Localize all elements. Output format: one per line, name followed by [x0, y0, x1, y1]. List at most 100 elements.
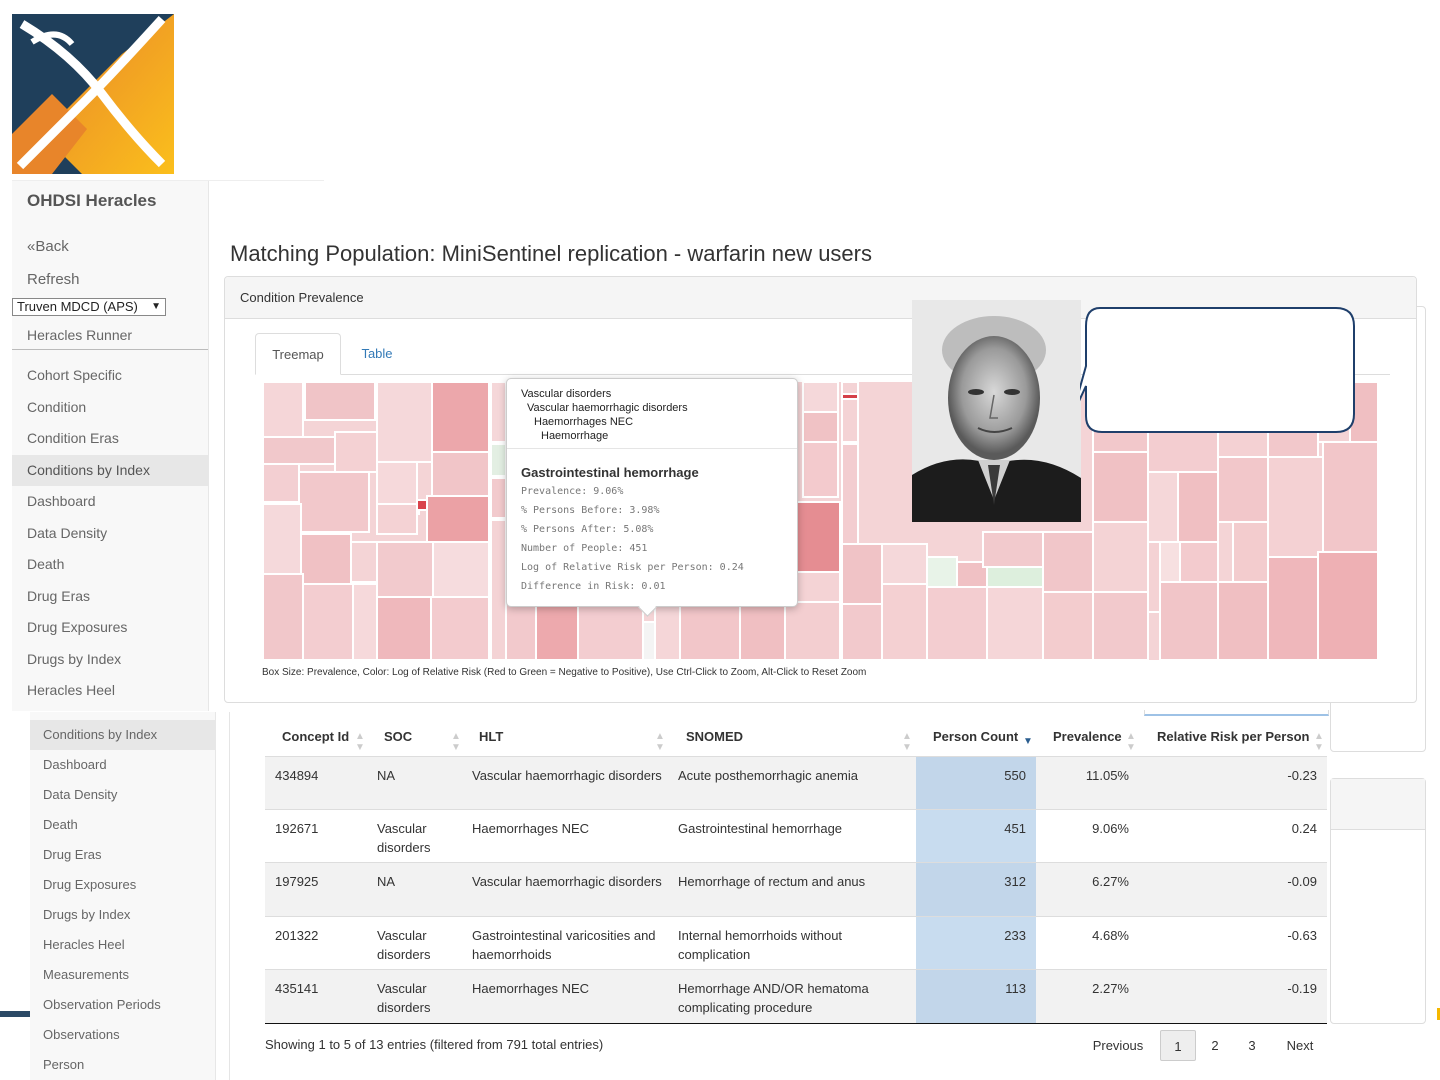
- cell-prevalence: 11.05%: [1085, 768, 1129, 783]
- pagination-previous[interactable]: Previous: [1092, 1038, 1144, 1053]
- tooltip-stat-diff-risk: Difference in Risk: 0.01: [521, 581, 666, 592]
- table-row[interactable]: 201322 Vascular disorders Gastrointestin…: [265, 916, 1327, 970]
- search-input[interactable]: [1144, 710, 1329, 716]
- tab-treemap[interactable]: Treemap: [255, 333, 341, 375]
- table-info: Showing 1 to 5 of 13 entries (filtered f…: [265, 1037, 604, 1052]
- sidebar-item-dashboard[interactable]: Dashboard: [27, 493, 96, 509]
- col-header-prevalence[interactable]: Prevalence: [1053, 729, 1122, 744]
- cell-snomed: Hemorrhage AND/OR hematoma complicating …: [678, 981, 869, 1015]
- tab-table[interactable]: Table: [361, 346, 393, 361]
- tooltip-separator: [507, 448, 797, 449]
- content-divider: [229, 712, 230, 1080]
- cell-snomed: Internal hemorrhoids without complicatio…: [678, 928, 843, 962]
- sidebar2-item-observations[interactable]: Observations: [43, 1027, 120, 1042]
- sidebar-item-drug-eras[interactable]: Drug Eras: [27, 588, 91, 604]
- sort-icon[interactable]: ▲ ▼: [451, 731, 461, 753]
- sidebar-item-condition-eras[interactable]: Condition Eras: [27, 430, 119, 446]
- cell-relative-risk: -0.09: [1287, 874, 1317, 889]
- sidebar-item-drugs-by-index[interactable]: Drugs by Index: [27, 651, 122, 667]
- sidebar2-item-data-density[interactable]: Data Density: [43, 787, 118, 802]
- sorted-column-cell: [916, 970, 1036, 1023]
- background-panel-lower: [1330, 778, 1426, 1024]
- sidebar2-item-measurements[interactable]: Measurements: [43, 967, 129, 982]
- cell-prevalence: 4.68%: [1092, 928, 1129, 943]
- sort-icon[interactable]: ▲ ▼: [355, 731, 365, 753]
- source-select-value: Truven MDCD (APS): [17, 299, 138, 314]
- brand-title[interactable]: OHDSI Heracles: [27, 191, 157, 210]
- tooltip-stat-log-rr: Log of Relative Risk per Person: 0.24: [521, 562, 744, 573]
- cell-relative-risk: -0.23: [1287, 768, 1317, 783]
- cell-soc: NA: [377, 874, 396, 889]
- sort-desc-icon[interactable]: ▼: [1023, 736, 1033, 747]
- sidebar2-item-observation-periods[interactable]: Observation Periods: [43, 997, 161, 1012]
- sidebar2-item-death[interactable]: Death: [43, 817, 78, 832]
- ohdsi-logo-icon: [12, 14, 174, 174]
- cell-hlt: Haemorrhages NEC: [472, 821, 590, 836]
- back-link[interactable]: «Back: [27, 238, 69, 255]
- sidebar-item-data-density[interactable]: Data Density: [27, 525, 108, 541]
- sidebar2-item-drugs-by-index[interactable]: Drugs by Index: [43, 907, 131, 922]
- col-header-hlt[interactable]: HLT: [479, 729, 504, 744]
- refresh-link[interactable]: Refresh: [27, 271, 80, 288]
- tooltip-stat-persons-after: % Persons After: 5.08%: [521, 524, 654, 535]
- cell-prevalence: 6.27%: [1092, 874, 1129, 889]
- cell-relative-risk: -0.19: [1287, 981, 1317, 996]
- logo-divider: [12, 180, 324, 181]
- sorted-column-cell: [916, 810, 1036, 863]
- cell-hlt: Vascular haemorrhagic disorders: [472, 874, 662, 889]
- heracles-runner-link[interactable]: Heracles Runner: [27, 327, 133, 343]
- page-title: Matching Population: MiniSentinel replic…: [230, 241, 872, 266]
- sidebar-item-death[interactable]: Death: [27, 556, 65, 572]
- col-header-relative-risk[interactable]: Relative Risk per Person: [1157, 729, 1310, 744]
- sidebar2-item-dashboard[interactable]: Dashboard: [43, 757, 107, 772]
- sidebar2-item-conditions-by-index[interactable]: Conditions by Index: [30, 720, 215, 750]
- tooltip-path-hlgt: Vascular haemorrhagic disorders: [527, 402, 688, 414]
- cell-prevalence: 2.27%: [1092, 981, 1129, 996]
- table-row[interactable]: 197925 NA Vascular haemorrhagic disorder…: [265, 862, 1327, 916]
- cell-snomed: Gastrointestinal hemorrhage: [678, 821, 843, 836]
- sidebar-item-conditions-by-index[interactable]: Conditions by Index: [12, 455, 208, 486]
- background-panel-head: [1331, 779, 1425, 830]
- cell-prevalence: 9.06%: [1092, 821, 1129, 836]
- table-row[interactable]: 434894 NA Vascular haemorrhagic disorder…: [265, 756, 1327, 810]
- pagination-page-3[interactable]: 3: [1248, 1038, 1256, 1053]
- col-header-person-count[interactable]: Person Count: [933, 729, 1019, 744]
- cell-concept-id: 434894: [275, 768, 319, 783]
- select-arrow-icon: ▼: [151, 301, 161, 312]
- sidebar-item-heracles-heel[interactable]: Heracles Heel: [27, 682, 115, 698]
- pagination-page-2[interactable]: 2: [1211, 1038, 1219, 1053]
- cell-concept-id: 435141: [275, 981, 319, 996]
- sort-icon[interactable]: ▲ ▼: [902, 731, 912, 753]
- cell-hlt: Gastrointestinal varicosities and haemor…: [472, 928, 656, 962]
- treemap-caption: Box Size: Prevalence, Color: Log of Rela…: [262, 667, 867, 678]
- source-select[interactable]: Truven MDCD (APS) ▼: [12, 298, 166, 316]
- col-header-snomed[interactable]: SNOMED: [686, 729, 744, 744]
- pagination-page-1[interactable]: 1: [1160, 1030, 1196, 1061]
- table-row[interactable]: 192671 Vascular disorders Haemorrhages N…: [265, 809, 1327, 863]
- table-row[interactable]: 435141 Vascular disorders Haemorrhages N…: [265, 969, 1327, 1023]
- cell-relative-risk: 0.24: [1291, 821, 1317, 836]
- cell-snomed: Hemorrhage of rectum and anus: [678, 874, 866, 889]
- sidebar-primary: OHDSI Heracles «Back Refresh Truven MDCD…: [12, 181, 209, 711]
- condition-treemap[interactable]: [263, 382, 1378, 660]
- sort-icon[interactable]: ▲ ▼: [655, 731, 665, 753]
- sort-icon[interactable]: ▲ ▼: [1126, 731, 1136, 753]
- sidebar2-item-drug-exposures[interactable]: Drug Exposures: [43, 877, 137, 892]
- sidebar-item-cohort-specific[interactable]: Cohort Specific: [27, 367, 122, 383]
- col-header-soc[interactable]: SOC: [384, 729, 413, 744]
- sidebar2-item-heracles-heel[interactable]: Heracles Heel: [43, 937, 125, 952]
- pagination-next[interactable]: Next: [1286, 1038, 1314, 1053]
- col-header-concept-id[interactable]: Concept Id: [282, 729, 350, 744]
- sidebar-secondary: Conditions by Index Dashboard Data Densi…: [30, 712, 216, 1080]
- tooltip-stat-people: Number of People: 451: [521, 543, 648, 554]
- sidebar-divider: [12, 349, 208, 350]
- sidebar2-item-person[interactable]: Person: [43, 1057, 85, 1072]
- speech-bubble: [1080, 307, 1355, 433]
- cell-concept-id: 201322: [275, 928, 319, 943]
- cell-soc: NA: [377, 768, 396, 783]
- sidebar-item-drug-exposures[interactable]: Drug Exposures: [27, 619, 128, 635]
- sidebar2-item-drug-eras[interactable]: Drug Eras: [43, 847, 102, 862]
- sort-icon[interactable]: ▲ ▼: [1314, 731, 1324, 753]
- sidebar-item-condition[interactable]: Condition: [27, 399, 87, 415]
- tooltip-stat-persons-before: % Persons Before: 3.98%: [521, 505, 660, 516]
